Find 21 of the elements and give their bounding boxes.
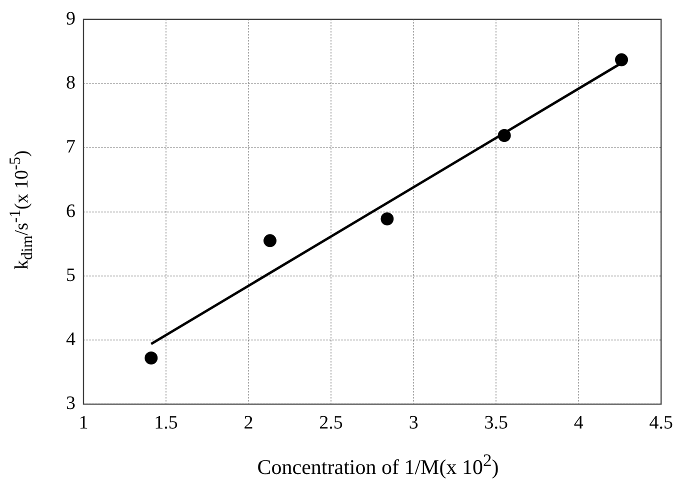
x-tick-label: 1.5: [154, 412, 178, 434]
x-tick-label: 1: [78, 412, 88, 434]
x-tick-label: 3: [408, 412, 418, 434]
y-tick-label: 6: [66, 200, 76, 222]
x-tick-label: 4: [574, 412, 584, 434]
y-tick-label: 4: [66, 329, 76, 350]
x-tick-label: 4.5: [649, 412, 673, 434]
y-tick-label: 5: [66, 264, 76, 286]
x-axis-title: Concentration of 1/M(x 10$^{2}$): [256, 450, 500, 480]
point: [144, 352, 158, 365]
point: [380, 212, 394, 226]
x-tick-label: 2: [244, 412, 254, 434]
y-tick-label: 7: [66, 136, 76, 158]
point: [498, 128, 511, 142]
x-tick-label: 3.5: [484, 412, 508, 434]
y-tick-label: 3: [66, 393, 76, 414]
x-tick-label: 2.5: [319, 412, 343, 434]
y-tick-label: 8: [66, 72, 76, 94]
y-tick-label: 9: [66, 8, 76, 30]
point: [615, 53, 628, 66]
point: [263, 234, 276, 248]
